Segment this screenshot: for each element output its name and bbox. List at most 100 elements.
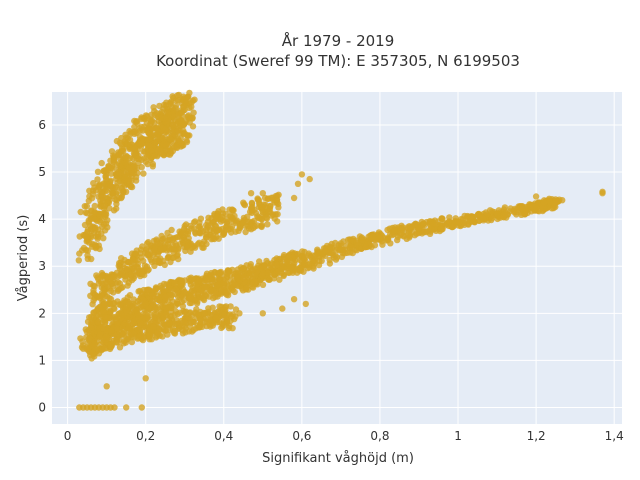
data-point — [108, 327, 115, 334]
data-point — [131, 268, 138, 275]
data-point — [180, 93, 187, 100]
data-point — [174, 310, 181, 318]
data-point — [125, 164, 133, 172]
data-point — [240, 199, 247, 206]
data-point — [170, 249, 177, 256]
data-point — [130, 128, 138, 136]
x-tick-label: 1 — [454, 429, 462, 443]
data-point — [406, 232, 414, 239]
data-point — [101, 211, 108, 219]
data-point — [290, 194, 298, 202]
data-point — [493, 210, 501, 217]
data-point — [140, 170, 147, 177]
y-tick-label: 3 — [38, 259, 46, 273]
data-point — [91, 340, 99, 348]
data-point — [552, 196, 559, 203]
data-point — [259, 190, 266, 197]
data-point — [156, 297, 163, 304]
data-point — [93, 272, 100, 279]
data-point — [229, 206, 236, 213]
data-point — [118, 314, 125, 322]
data-point — [217, 269, 224, 277]
data-point — [90, 297, 97, 304]
data-point — [174, 135, 182, 143]
data-point — [118, 255, 125, 262]
data-point — [101, 345, 108, 352]
data-point — [144, 312, 151, 319]
data-point — [97, 218, 104, 225]
data-point — [187, 248, 194, 255]
data-point — [205, 214, 212, 221]
data-point — [134, 260, 142, 268]
data-point — [101, 301, 108, 308]
data-point — [275, 204, 282, 211]
data-point — [164, 254, 171, 261]
x-tick-label: 0,8 — [370, 429, 389, 443]
data-point — [149, 117, 156, 124]
data-point — [103, 314, 110, 322]
data-point — [121, 174, 129, 181]
data-point — [170, 254, 177, 261]
x-tick-labels: 0 0,2 0,4 0,6 0,8 1 1,2 1,4 — [64, 429, 624, 443]
data-point — [167, 287, 174, 294]
data-point — [75, 257, 83, 264]
data-point — [162, 311, 169, 318]
data-point — [292, 256, 299, 264]
data-point — [165, 244, 173, 251]
y-tick-labels: 0 1 2 3 4 5 6 — [38, 118, 46, 415]
data-point — [294, 180, 302, 187]
data-point — [143, 251, 151, 259]
data-point — [439, 215, 446, 222]
data-point — [121, 338, 128, 345]
data-point — [521, 211, 529, 218]
data-point — [76, 250, 83, 257]
data-point — [156, 102, 163, 110]
data-point — [419, 221, 427, 228]
data-point — [84, 252, 91, 259]
data-point — [83, 234, 91, 242]
data-point — [196, 277, 203, 284]
data-point — [501, 204, 509, 211]
data-point — [248, 207, 256, 214]
data-point — [114, 339, 121, 346]
data-point — [79, 338, 86, 345]
data-point — [263, 257, 270, 265]
data-point — [169, 147, 177, 155]
data-point — [220, 321, 228, 329]
data-point — [430, 220, 437, 228]
data-point — [255, 214, 262, 221]
data-point — [190, 109, 197, 116]
data-point — [188, 312, 195, 319]
data-point — [102, 173, 109, 180]
data-point — [172, 240, 179, 248]
data-point — [196, 223, 203, 230]
data-point — [109, 190, 117, 197]
data-point — [239, 220, 246, 227]
x-tick-label: 0,2 — [136, 429, 155, 443]
data-point — [162, 293, 169, 301]
data-point — [154, 329, 161, 337]
data-point — [181, 288, 188, 296]
data-point — [134, 120, 141, 127]
data-point — [259, 310, 266, 317]
data-point — [119, 270, 126, 277]
data-point — [124, 313, 131, 320]
data-point — [228, 218, 235, 225]
data-point — [273, 196, 281, 204]
data-point — [176, 130, 183, 137]
x-tick-label: 1,2 — [527, 429, 546, 443]
data-point — [106, 300, 113, 307]
data-point — [123, 404, 130, 411]
chart-title-line1: År 1979 - 2019 — [282, 31, 395, 50]
data-point — [144, 286, 152, 293]
data-point — [171, 327, 179, 334]
data-point — [197, 230, 204, 237]
data-point — [223, 216, 230, 223]
data-point — [130, 150, 138, 157]
data-point — [179, 303, 186, 310]
data-point — [165, 320, 173, 327]
data-point — [264, 195, 271, 202]
data-point — [190, 326, 197, 334]
